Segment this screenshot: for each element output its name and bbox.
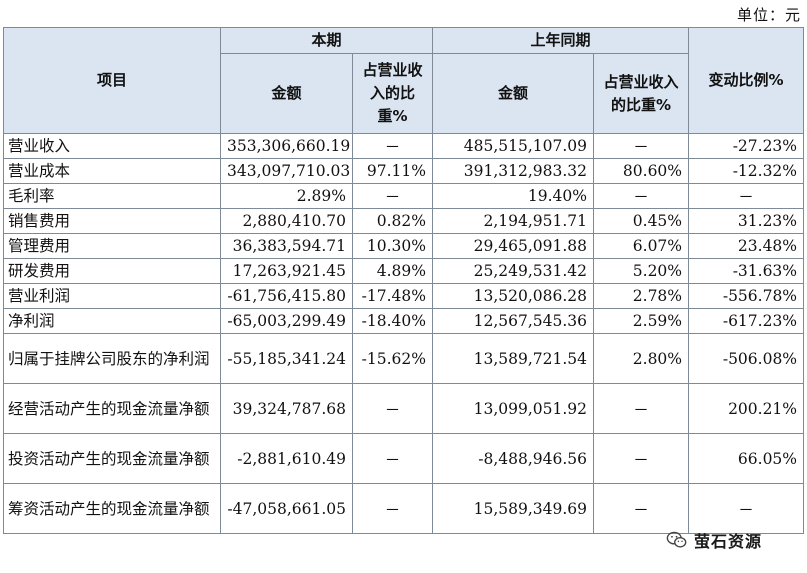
row-change-ratio: -31.63% [688, 258, 805, 284]
row-prior-share: 0.45% [593, 208, 690, 234]
row-item: 营业收入 [3, 133, 221, 159]
row-current-share: － [351, 483, 434, 534]
row-prior-amount: 25,249,531.42 [432, 258, 595, 284]
header-current-amount: 金额 [220, 53, 353, 134]
table-row: 研发费用 17,263,921.45 4.89% 25,249,531.42 5.20%… [3, 258, 805, 284]
row-prior-share: － [593, 483, 690, 534]
wechat-icon [666, 531, 687, 548]
row-current-amount: -61,756,415.80 [220, 283, 353, 309]
row-current-share: 97.11% [351, 158, 434, 184]
row-prior-share: 5.20% [593, 258, 690, 284]
row-current-amount: 343,097,710.03 [220, 158, 353, 184]
row-item: 管理费用 [3, 233, 221, 259]
table-row: 净利润 -65,003,299.49 -18.40% 12,567,545.36 2.5… [3, 308, 805, 334]
row-prior-amount: 29,465,091.88 [432, 233, 595, 259]
row-current-share: － [351, 383, 434, 434]
row-current-share: -15.62% [351, 333, 434, 384]
row-current-amount: -55,185,341.24 [220, 333, 353, 384]
row-current-amount: -2,881,610.49 [220, 433, 353, 484]
watermark-text: 萤石资源 [694, 532, 763, 551]
header-current-period: 本期 [219, 27, 434, 54]
row-change-ratio: -556.78% [688, 283, 805, 309]
row-item: 营业成本 [3, 158, 221, 184]
row-current-amount: 36,383,594.71 [220, 233, 353, 259]
row-change-ratio: － [688, 483, 805, 534]
table-row: 营业收入 353,306,660.19 － 485,515,107.09 － -27.23… [3, 133, 805, 159]
row-prior-amount: 485,515,107.09 [432, 133, 595, 159]
row-current-share: -18.40% [351, 308, 434, 334]
header-change-ratio: 变动比例% [688, 27, 805, 134]
row-item: 经营活动产生的现金流量净额 [3, 383, 221, 434]
table-row: 归属于挂牌公司股东的净利润 -55,185,341.24 -15.62% 13,589… [3, 333, 805, 384]
table-row: 销售费用 2,880,410.70 0.82% 2,194,951.71 0.45% 31… [3, 208, 805, 234]
row-prior-amount: 19.40% [432, 183, 595, 209]
row-prior-amount: 13,589,721.54 [432, 333, 595, 384]
table-row: 筹资活动产生的现金流量净额 -47,058,661.05 － 15,589,349.6… [3, 483, 805, 534]
row-current-amount: 39,324,787.68 [220, 383, 353, 434]
table-row: 管理费用 36,383,594.71 10.30% 29,465,091.88 6.07… [3, 233, 805, 259]
row-current-share: － [351, 183, 434, 209]
table-row: 投资活动产生的现金流量净额 -2,881,610.49 － -8,488,946.56… [3, 433, 805, 484]
row-prior-amount: -8,488,946.56 [432, 433, 595, 484]
row-change-ratio: -12.32% [688, 158, 805, 184]
row-prior-share: 2.59% [593, 308, 690, 334]
row-item: 归属于挂牌公司股东的净利润 [3, 333, 221, 384]
row-current-share: -17.48% [351, 283, 434, 309]
row-prior-share: 80.60% [593, 158, 690, 184]
table-row: 毛利率 2.89% － 19.40% －－ [3, 183, 805, 209]
row-change-ratio: -506.08% [688, 333, 805, 384]
row-change-ratio: -27.23% [688, 133, 805, 159]
row-prior-share: － [593, 383, 690, 434]
watermark: 萤石资源 [666, 527, 802, 553]
row-change-ratio: 66.05% [688, 433, 805, 484]
table-row: 营业成本 343,097,710.03 97.11% 391,312,983.32 80… [3, 158, 805, 184]
row-prior-share: 2.78% [593, 283, 690, 309]
row-prior-share: 2.80% [593, 333, 690, 384]
header-item: 项目 [3, 27, 221, 134]
row-change-ratio: － [688, 183, 805, 209]
row-item: 净利润 [3, 308, 221, 334]
row-item: 销售费用 [3, 208, 221, 234]
row-prior-amount: 15,589,349.69 [432, 483, 595, 534]
row-current-amount: 2.89% [220, 183, 353, 209]
row-prior-share: － [593, 183, 690, 209]
row-current-amount: -47,058,661.05 [220, 483, 353, 534]
financial-table: 项目 本期 上年同期 变动比例% 金额 占营业收入的比重% 金额 占营业收入的比… [3, 27, 805, 534]
header-current-share: 占营业收入的比重% [351, 53, 434, 134]
row-current-amount: 2,880,410.70 [220, 208, 353, 234]
row-change-ratio: 200.21% [688, 383, 805, 434]
row-current-amount: 353,306,660.19 [220, 133, 353, 159]
row-current-share: 4.89% [351, 258, 434, 284]
row-prior-amount: 2,194,951.71 [432, 208, 595, 234]
header-prior-share: 占营业收入的比重% [593, 53, 690, 134]
row-current-share: 10.30% [351, 233, 434, 259]
row-current-share: 0.82% [351, 208, 434, 234]
row-change-ratio: -617.23% [688, 308, 805, 334]
row-item: 毛利率 [3, 183, 221, 209]
row-prior-amount: 13,520,086.28 [432, 283, 595, 309]
row-current-amount: 17,263,921.45 [220, 258, 353, 284]
header-prior-period: 上年同期 [432, 27, 690, 54]
row-current-amount: -65,003,299.49 [220, 308, 353, 334]
row-item: 营业利润 [3, 283, 221, 309]
row-change-ratio: 23.48% [688, 233, 805, 259]
row-prior-share: － [593, 133, 690, 159]
row-item: 筹资活动产生的现金流量净额 [3, 483, 221, 534]
table-row: 经营活动产生的现金流量净额 39,324,787.68 － 13,099,051.92… [3, 383, 805, 434]
table-row: 营业利润 -61,756,415.80 -17.48% 13,520,086.28 2.… [3, 283, 805, 309]
header-prior-amount: 金额 [432, 53, 595, 134]
row-item: 投资活动产生的现金流量净额 [3, 433, 221, 484]
row-prior-amount: 13,099,051.92 [432, 383, 595, 434]
row-prior-share: 6.07% [593, 233, 690, 259]
row-prior-amount: 12,567,545.36 [432, 308, 595, 334]
row-prior-amount: 391,312,983.32 [432, 158, 595, 184]
row-current-share: － [351, 433, 434, 484]
unit-label: 单位：元 [736, 6, 801, 24]
row-prior-share: － [593, 433, 690, 484]
table-body: 营业收入 353,306,660.19 － 485,515,107.09 － -27.23… [3, 133, 805, 534]
row-current-share: － [351, 133, 434, 159]
row-item: 研发费用 [3, 258, 221, 284]
row-change-ratio: 31.23% [688, 208, 805, 234]
